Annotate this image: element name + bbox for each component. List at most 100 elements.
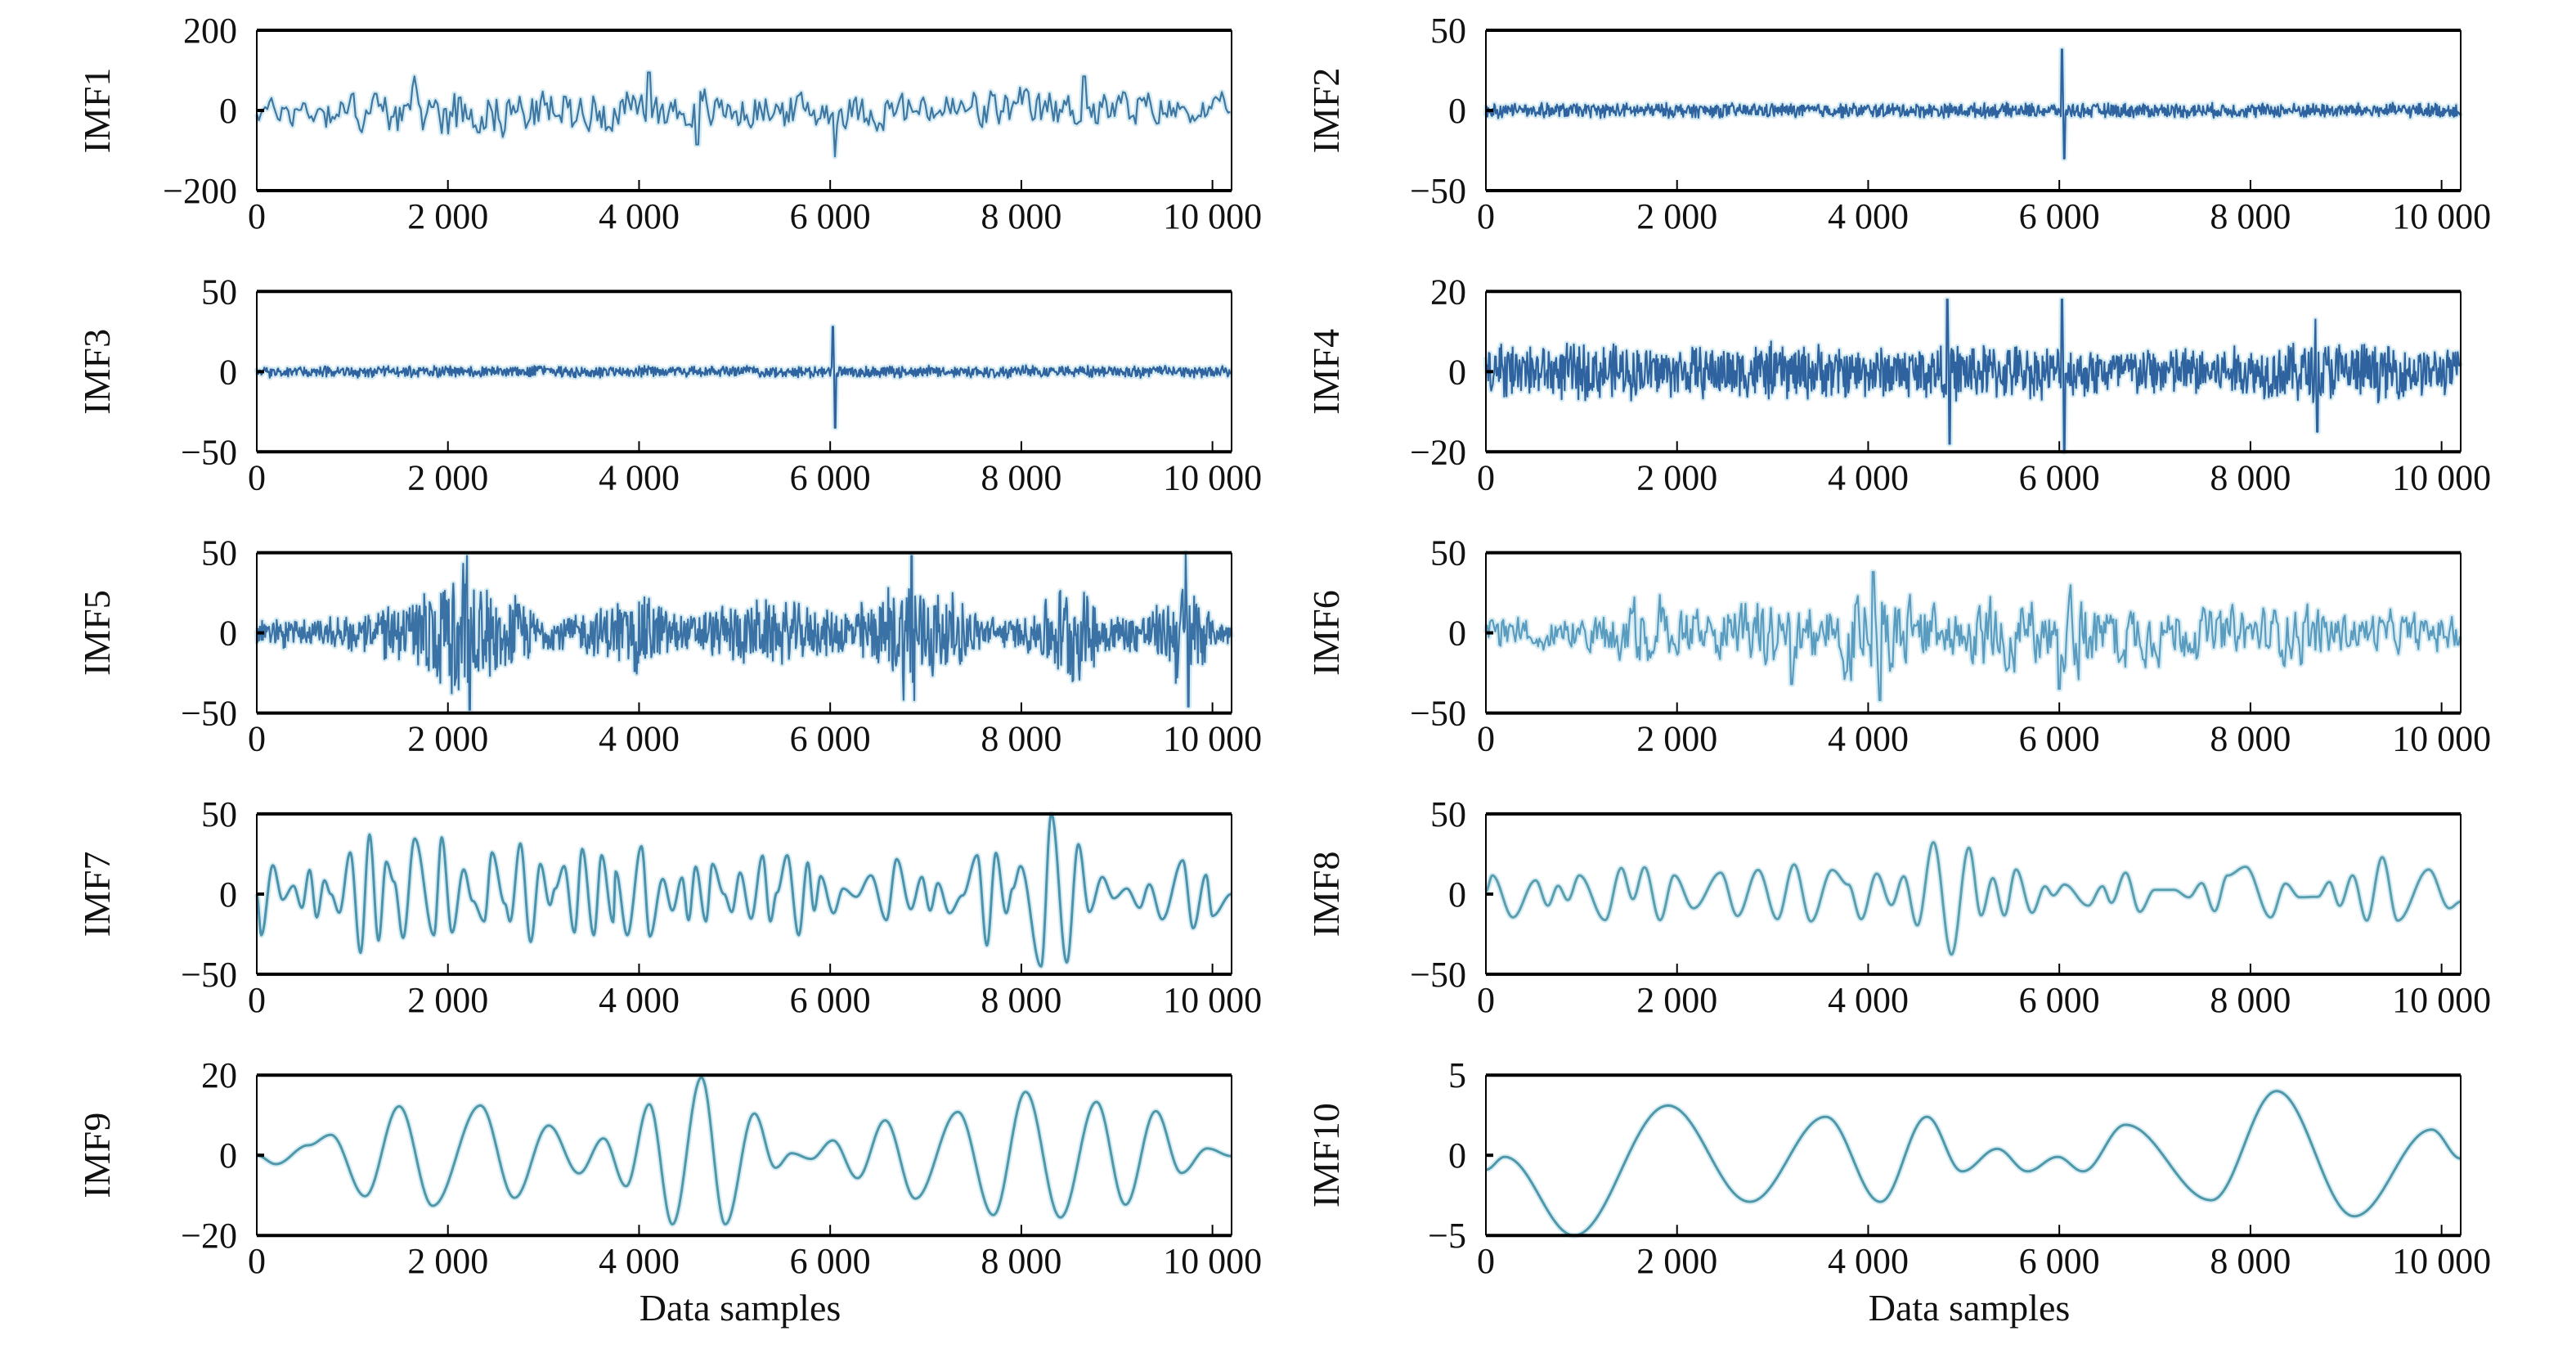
x-axis-label: Data samples [1869,1287,2071,1329]
x-tick-label: 0 [248,457,266,497]
x-tick-label: 6 000 [790,980,871,1020]
x-tick-label: 2 000 [407,457,488,497]
y-axis-label: IMF6 [1305,590,1347,676]
x-tick-label: 10 000 [2392,196,2491,236]
x-tick-label: 4 000 [599,980,680,1020]
y-tick-label: 0 [219,352,237,392]
y-tick-label: 50 [1430,533,1466,573]
subplot-imf5: 0 2 000 4 000 6 000 8 000 10 000 50 0 −50 IMF5 [76,533,1262,759]
x-tick-label: 4 000 [1828,196,1909,236]
x-tick-label: 8 000 [2210,196,2291,236]
subplot-imf8: 0 2 000 4 000 6 000 8 000 10 000 50 0 −50 IMF8 [1305,794,2491,1020]
y-tick-label: 20 [201,1055,237,1095]
x-tick-label: 2 000 [407,980,488,1020]
y-tick-label: −50 [181,432,237,472]
y-tick-label: −20 [181,1216,237,1256]
y-tick-label: 50 [201,794,237,834]
x-tick-label: 0 [248,980,266,1020]
y-tick-label: −50 [181,955,237,995]
x-tick-label: 0 [1477,457,1495,497]
x-tick-label: 6 000 [790,457,871,497]
y-axis-label: IMF8 [1305,851,1347,937]
subplot-imf1: 0 2 000 4 000 6 000 8 000 10 000 200 0 −200 IMF1 [76,11,1262,236]
x-tick-label: 8 000 [981,196,1061,236]
x-tick-label: 6 000 [2019,457,2100,497]
x-tick-label: 4 000 [599,196,680,236]
x-tick-label: 2 000 [1636,1241,1717,1281]
x-tick-label: 0 [1477,719,1495,759]
y-axis-label: IMF9 [76,1113,118,1198]
x-tick-label: 2 000 [407,196,488,236]
x-tick-label: 0 [1477,1241,1495,1281]
y-axis-label: IMF10 [1305,1103,1347,1207]
y-tick-label: 0 [1448,91,1466,131]
y-tick-label: 50 [1430,11,1466,51]
y-axis-label: IMF4 [1305,329,1347,415]
x-tick-label: 2 000 [1636,980,1717,1020]
x-tick-label: 6 000 [2019,719,2100,759]
x-tick-label: 4 000 [599,457,680,497]
x-tick-label: 0 [248,1241,266,1281]
x-tick-label: 4 000 [1828,457,1909,497]
x-tick-label: 0 [248,719,266,759]
x-tick-label: 10 000 [2392,1241,2491,1281]
y-tick-label: 20 [1430,272,1466,312]
x-tick-label: 4 000 [1828,980,1909,1020]
x-tick-label: 6 000 [2019,1241,2100,1281]
x-tick-label: 8 000 [981,719,1061,759]
y-axis-label: IMF5 [76,590,118,676]
series-line-imf6 [1484,570,2462,702]
y-tick-label: 200 [183,11,237,51]
series-glow-imf3 [254,323,1234,431]
x-tick-label: 4 000 [1828,1241,1909,1281]
y-axis-label: IMF3 [76,329,118,415]
y-tick-label: −5 [1428,1216,1466,1256]
y-tick-label: 0 [1448,352,1466,392]
x-tick-label: 8 000 [2210,1241,2291,1281]
y-tick-label: 5 [1448,1055,1466,1095]
x-tick-label: 0 [1477,980,1495,1020]
x-tick-label: 10 000 [2392,980,2491,1020]
x-axis-label: Data samples [640,1287,841,1329]
y-tick-label: −50 [1410,955,1466,995]
x-tick-label: 2 000 [1636,457,1717,497]
y-tick-label: 0 [219,91,237,131]
subplot-imf4: 0 2 000 4 000 6 000 8 000 10 000 20 0 −20 IMF4 [1305,272,2491,497]
y-tick-label: −50 [1410,694,1466,734]
y-tick-label: 0 [1448,1135,1466,1176]
x-tick-label: 10 000 [1163,196,1262,236]
series-glow-imf2 [1483,47,2464,162]
x-tick-label: 8 000 [981,980,1061,1020]
y-axis-label: IMF2 [1305,68,1347,154]
y-tick-label: 0 [219,875,237,915]
x-tick-label: 4 000 [599,1241,680,1281]
y-tick-label: −50 [181,694,237,734]
series-line-imf3 [255,326,1232,429]
x-tick-label: 10 000 [1163,1241,1262,1281]
series-line-imf2 [1484,48,2462,160]
x-tick-label: 10 000 [2392,719,2491,759]
series-line-imf9 [256,1076,1232,1225]
subplot-imf10: 0 2 000 4 000 6 000 8 000 10 000 5 0 −5 IMF10 Data… [1305,1055,2491,1329]
series-line-imf4 [1484,299,2462,453]
y-tick-label: −50 [1410,171,1466,211]
x-tick-label: 2 000 [407,1241,488,1281]
x-tick-label: 4 000 [1828,719,1909,759]
x-tick-label: 8 000 [2210,980,2291,1020]
y-tick-label: −200 [163,171,237,211]
subplot-imf2: 0 2 000 4 000 6 000 8 000 10 000 50 0 −50 IMF2 [1305,11,2491,236]
x-tick-label: 6 000 [2019,196,2100,236]
x-tick-label: 8 000 [2210,457,2291,497]
series-glow-imf10 [1483,1088,2463,1239]
y-axis-label: IMF7 [76,851,118,937]
x-tick-label: 6 000 [790,1241,871,1281]
y-tick-label: 0 [219,614,237,654]
y-tick-label: −20 [1410,432,1466,472]
series-line-imf1 [255,71,1231,158]
x-tick-label: 4 000 [599,719,680,759]
x-tick-label: 10 000 [2392,457,2491,497]
y-tick-label: 50 [1430,794,1466,834]
x-tick-label: 6 000 [790,719,871,759]
x-tick-label: 10 000 [1163,457,1262,497]
